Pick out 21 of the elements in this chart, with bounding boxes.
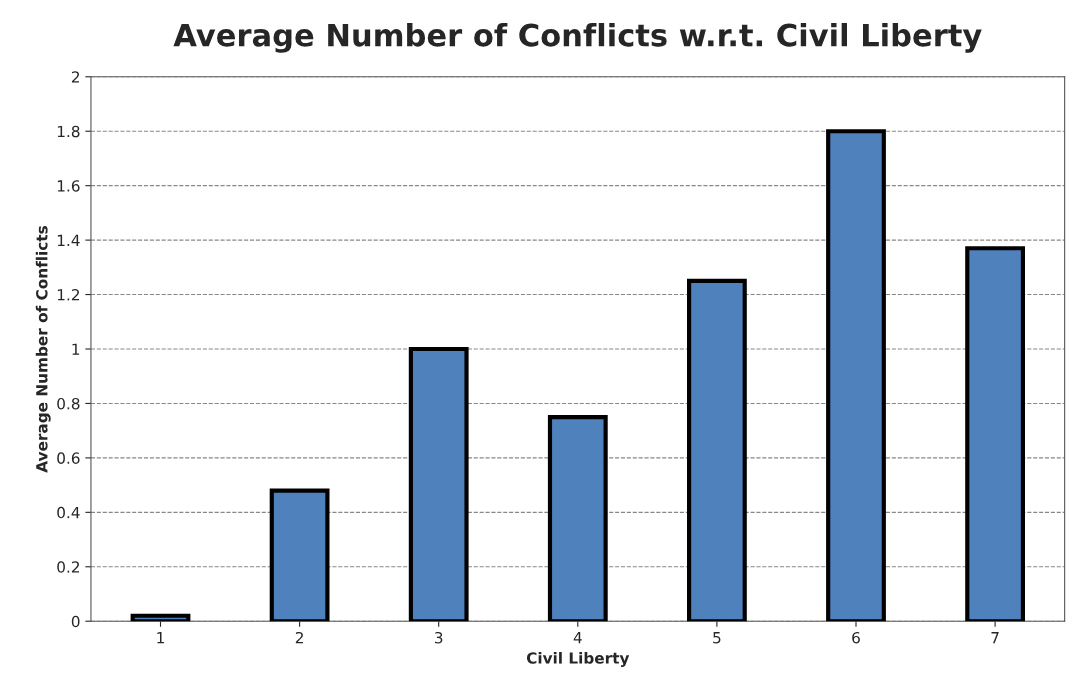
- y-tick-label: 0.8: [57, 397, 80, 410]
- x-tick-label: 1: [157, 632, 164, 644]
- y-tick-label: 0.4: [57, 506, 80, 519]
- x-tick-label: 5: [713, 632, 721, 644]
- x-tick-label: 4: [573, 632, 582, 644]
- y-axis-title: Average Number of Conflicts: [35, 226, 51, 473]
- y-tick-label: 1: [72, 343, 80, 355]
- x-tick-label: 6: [852, 631, 860, 644]
- y-tick-label: 0.6: [57, 452, 80, 464]
- y-tick-label: 0: [71, 615, 80, 628]
- y-tick-label: 1.4: [57, 234, 80, 246]
- y-tick-label: 1.2: [57, 289, 79, 301]
- chart-title: Average Number of Conflicts w.r.t. Civil Liberty: [173, 23, 982, 53]
- x-tick-label: 3: [435, 631, 443, 644]
- y-tick-label: 0.2: [57, 561, 79, 573]
- x-tick-label: 2: [295, 631, 303, 644]
- x-tick-label: 7: [991, 632, 999, 644]
- x-axis-title: Civil Liberty: [526, 651, 630, 667]
- y-tick-label: 1.6: [57, 180, 80, 192]
- y-tick-label: 1.8: [57, 125, 80, 138]
- y-tick-label: 2: [71, 71, 79, 83]
